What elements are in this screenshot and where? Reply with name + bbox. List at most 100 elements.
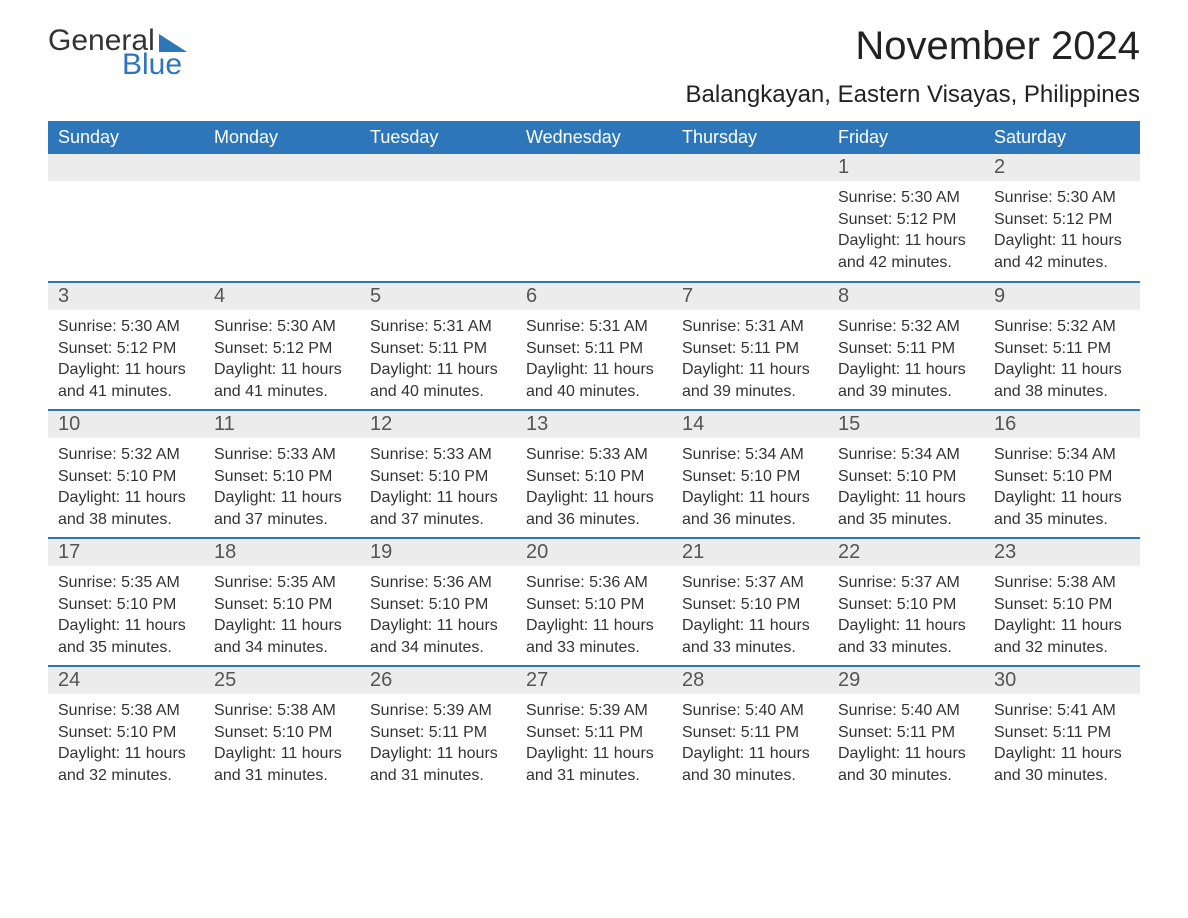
day-number bbox=[204, 154, 360, 181]
daylight-text: Daylight: 11 hours and 34 minutes. bbox=[214, 615, 350, 658]
brand-logo: General Blue bbox=[48, 24, 187, 82]
day-number: 20 bbox=[516, 539, 672, 566]
day-details: Sunrise: 5:41 AMSunset: 5:11 PMDaylight:… bbox=[984, 694, 1140, 792]
sunset-text: Sunset: 5:12 PM bbox=[58, 338, 194, 360]
sunrise-text: Sunrise: 5:31 AM bbox=[682, 316, 818, 338]
sunset-text: Sunset: 5:12 PM bbox=[214, 338, 350, 360]
calendar-day-cell: 27Sunrise: 5:39 AMSunset: 5:11 PMDayligh… bbox=[516, 666, 672, 794]
calendar-week-row: 1Sunrise: 5:30 AMSunset: 5:12 PMDaylight… bbox=[48, 154, 1140, 282]
day-number: 19 bbox=[360, 539, 516, 566]
sunset-text: Sunset: 5:12 PM bbox=[838, 209, 974, 231]
sunrise-text: Sunrise: 5:40 AM bbox=[838, 700, 974, 722]
day-number: 15 bbox=[828, 411, 984, 438]
day-number: 9 bbox=[984, 283, 1140, 310]
day-details: Sunrise: 5:39 AMSunset: 5:11 PMDaylight:… bbox=[360, 694, 516, 792]
calendar-table: Sunday Monday Tuesday Wednesday Thursday… bbox=[48, 121, 1140, 794]
day-details: Sunrise: 5:36 AMSunset: 5:10 PMDaylight:… bbox=[516, 566, 672, 664]
sunset-text: Sunset: 5:11 PM bbox=[370, 722, 506, 744]
day-number: 5 bbox=[360, 283, 516, 310]
daylight-text: Daylight: 11 hours and 37 minutes. bbox=[214, 487, 350, 530]
sunset-text: Sunset: 5:11 PM bbox=[994, 338, 1130, 360]
day-number: 2 bbox=[984, 154, 1140, 181]
calendar-day-cell: 16Sunrise: 5:34 AMSunset: 5:10 PMDayligh… bbox=[984, 410, 1140, 538]
day-number: 1 bbox=[828, 154, 984, 181]
daylight-text: Daylight: 11 hours and 36 minutes. bbox=[526, 487, 662, 530]
sunrise-text: Sunrise: 5:36 AM bbox=[370, 572, 506, 594]
calendar-day-cell: 14Sunrise: 5:34 AMSunset: 5:10 PMDayligh… bbox=[672, 410, 828, 538]
sunrise-text: Sunrise: 5:33 AM bbox=[370, 444, 506, 466]
sunset-text: Sunset: 5:10 PM bbox=[58, 594, 194, 616]
sunrise-text: Sunrise: 5:32 AM bbox=[58, 444, 194, 466]
day-number: 16 bbox=[984, 411, 1140, 438]
day-details: Sunrise: 5:38 AMSunset: 5:10 PMDaylight:… bbox=[204, 694, 360, 792]
calendar-day-cell bbox=[360, 154, 516, 282]
sunrise-text: Sunrise: 5:35 AM bbox=[58, 572, 194, 594]
daylight-text: Daylight: 11 hours and 39 minutes. bbox=[682, 359, 818, 402]
daylight-text: Daylight: 11 hours and 42 minutes. bbox=[994, 230, 1130, 273]
day-details: Sunrise: 5:37 AMSunset: 5:10 PMDaylight:… bbox=[828, 566, 984, 664]
sunset-text: Sunset: 5:10 PM bbox=[214, 466, 350, 488]
day-number: 29 bbox=[828, 667, 984, 694]
day-number: 28 bbox=[672, 667, 828, 694]
daylight-text: Daylight: 11 hours and 30 minutes. bbox=[838, 743, 974, 786]
calendar-day-cell: 21Sunrise: 5:37 AMSunset: 5:10 PMDayligh… bbox=[672, 538, 828, 666]
sunset-text: Sunset: 5:10 PM bbox=[526, 594, 662, 616]
sunrise-text: Sunrise: 5:31 AM bbox=[370, 316, 506, 338]
sunset-text: Sunset: 5:10 PM bbox=[58, 722, 194, 744]
day-number: 25 bbox=[204, 667, 360, 694]
day-number: 11 bbox=[204, 411, 360, 438]
daylight-text: Daylight: 11 hours and 31 minutes. bbox=[214, 743, 350, 786]
sunrise-text: Sunrise: 5:30 AM bbox=[58, 316, 194, 338]
sunrise-text: Sunrise: 5:33 AM bbox=[526, 444, 662, 466]
sunrise-text: Sunrise: 5:30 AM bbox=[994, 187, 1130, 209]
calendar-day-cell: 2Sunrise: 5:30 AMSunset: 5:12 PMDaylight… bbox=[984, 154, 1140, 282]
month-title: November 2024 bbox=[686, 24, 1141, 69]
calendar-day-cell: 8Sunrise: 5:32 AMSunset: 5:11 PMDaylight… bbox=[828, 282, 984, 410]
sunrise-text: Sunrise: 5:32 AM bbox=[838, 316, 974, 338]
day-number bbox=[672, 154, 828, 181]
day-number: 13 bbox=[516, 411, 672, 438]
daylight-text: Daylight: 11 hours and 33 minutes. bbox=[682, 615, 818, 658]
day-number: 8 bbox=[828, 283, 984, 310]
daylight-text: Daylight: 11 hours and 42 minutes. bbox=[838, 230, 974, 273]
day-details: Sunrise: 5:33 AMSunset: 5:10 PMDaylight:… bbox=[204, 438, 360, 536]
weekday-header: Wednesday bbox=[516, 121, 672, 154]
header: General Blue November 2024 Balangkayan, … bbox=[48, 24, 1140, 109]
sunset-text: Sunset: 5:10 PM bbox=[214, 722, 350, 744]
day-number bbox=[360, 154, 516, 181]
day-number: 3 bbox=[48, 283, 204, 310]
day-details: Sunrise: 5:31 AMSunset: 5:11 PMDaylight:… bbox=[360, 310, 516, 408]
sunrise-text: Sunrise: 5:34 AM bbox=[682, 444, 818, 466]
day-details bbox=[516, 181, 672, 193]
day-details: Sunrise: 5:30 AMSunset: 5:12 PMDaylight:… bbox=[204, 310, 360, 408]
weekday-header: Sunday bbox=[48, 121, 204, 154]
day-details: Sunrise: 5:30 AMSunset: 5:12 PMDaylight:… bbox=[828, 181, 984, 279]
day-number: 12 bbox=[360, 411, 516, 438]
calendar-day-cell: 3Sunrise: 5:30 AMSunset: 5:12 PMDaylight… bbox=[48, 282, 204, 410]
day-details: Sunrise: 5:34 AMSunset: 5:10 PMDaylight:… bbox=[672, 438, 828, 536]
calendar-day-cell: 15Sunrise: 5:34 AMSunset: 5:10 PMDayligh… bbox=[828, 410, 984, 538]
day-number: 6 bbox=[516, 283, 672, 310]
day-number: 7 bbox=[672, 283, 828, 310]
calendar-day-cell: 20Sunrise: 5:36 AMSunset: 5:10 PMDayligh… bbox=[516, 538, 672, 666]
sunset-text: Sunset: 5:11 PM bbox=[838, 722, 974, 744]
sunrise-text: Sunrise: 5:36 AM bbox=[526, 572, 662, 594]
sunset-text: Sunset: 5:10 PM bbox=[682, 594, 818, 616]
weekday-header: Thursday bbox=[672, 121, 828, 154]
sunset-text: Sunset: 5:10 PM bbox=[838, 466, 974, 488]
sunrise-text: Sunrise: 5:38 AM bbox=[58, 700, 194, 722]
day-number: 26 bbox=[360, 667, 516, 694]
daylight-text: Daylight: 11 hours and 35 minutes. bbox=[838, 487, 974, 530]
sunset-text: Sunset: 5:11 PM bbox=[994, 722, 1130, 744]
sunset-text: Sunset: 5:11 PM bbox=[370, 338, 506, 360]
calendar-day-cell: 9Sunrise: 5:32 AMSunset: 5:11 PMDaylight… bbox=[984, 282, 1140, 410]
daylight-text: Daylight: 11 hours and 40 minutes. bbox=[370, 359, 506, 402]
calendar-day-cell: 10Sunrise: 5:32 AMSunset: 5:10 PMDayligh… bbox=[48, 410, 204, 538]
sunset-text: Sunset: 5:10 PM bbox=[214, 594, 350, 616]
daylight-text: Daylight: 11 hours and 32 minutes. bbox=[994, 615, 1130, 658]
daylight-text: Daylight: 11 hours and 36 minutes. bbox=[682, 487, 818, 530]
day-details bbox=[48, 181, 204, 193]
sunset-text: Sunset: 5:10 PM bbox=[994, 594, 1130, 616]
calendar-day-cell: 24Sunrise: 5:38 AMSunset: 5:10 PMDayligh… bbox=[48, 666, 204, 794]
day-details: Sunrise: 5:38 AMSunset: 5:10 PMDaylight:… bbox=[984, 566, 1140, 664]
